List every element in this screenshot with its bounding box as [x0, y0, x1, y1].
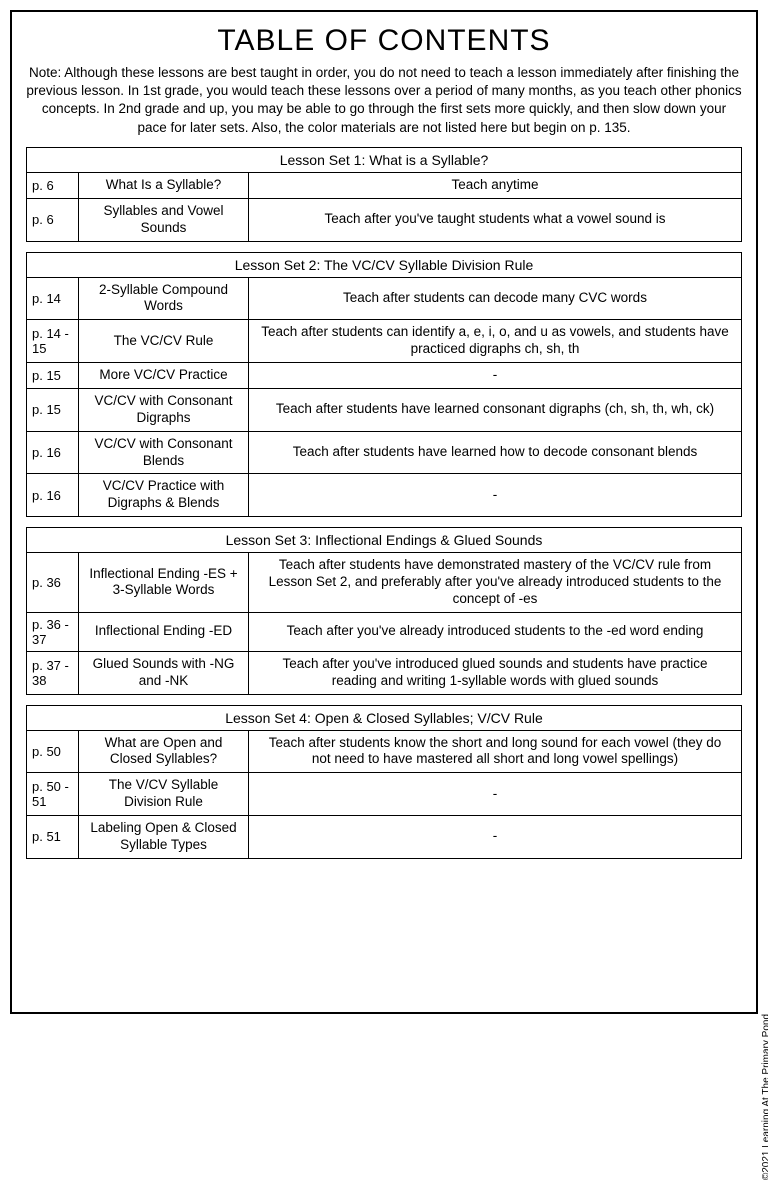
table-row: p. 16VC/CV with Consonant BlendsTeach af… — [27, 431, 741, 474]
topic-cell: 2-Syllable Compound Words — [79, 278, 249, 320]
lesson-set: Lesson Set 3: Inflectional Endings & Glu… — [26, 527, 742, 694]
intro-note: Note: Although these lessons are best ta… — [26, 64, 742, 137]
table-row: p. 51Labeling Open & Closed Syllable Typ… — [27, 815, 741, 858]
page-cell: p. 36 — [27, 553, 79, 612]
lesson-set-header: Lesson Set 3: Inflectional Endings & Glu… — [27, 528, 741, 553]
page-cell: p. 16 — [27, 432, 79, 474]
page-cell: p. 6 — [27, 173, 79, 198]
table-row: p. 16VC/CV Practice with Digraphs & Blen… — [27, 473, 741, 516]
topic-cell: Glued Sounds with -NG and -NK — [79, 652, 249, 694]
table-row: p. 37 - 38Glued Sounds with -NG and -NKT… — [27, 651, 741, 694]
page-cell: p. 6 — [27, 199, 79, 241]
when-cell: - — [249, 773, 741, 815]
table-row: p. 15VC/CV with Consonant DigraphsTeach … — [27, 388, 741, 431]
page-cell: p. 15 — [27, 363, 79, 388]
page-cell: p. 50 — [27, 731, 79, 773]
lesson-set-header: Lesson Set 4: Open & Closed Syllables; V… — [27, 706, 741, 731]
page-cell: p. 37 - 38 — [27, 652, 79, 694]
when-cell: - — [249, 816, 741, 858]
table-row: p. 36Inflectional Ending -ES + 3-Syllabl… — [27, 553, 741, 612]
page-frame: TABLE OF CONTENTS Note: Although these l… — [10, 10, 758, 1014]
when-cell: Teach after you've taught students what … — [249, 199, 741, 241]
table-row: p. 15More VC/CV Practice- — [27, 362, 741, 388]
topic-cell: The VC/CV Rule — [79, 320, 249, 362]
when-cell: Teach after you've introduced glued soun… — [249, 652, 741, 694]
lesson-set: Lesson Set 1: What is a Syllable?p. 6Wha… — [26, 147, 742, 242]
when-cell: Teach after you've already introduced st… — [249, 613, 741, 651]
topic-cell: Inflectional Ending -ES + 3-Syllable Wor… — [79, 553, 249, 612]
when-cell: Teach after students can identify a, e, … — [249, 320, 741, 362]
topic-cell: Syllables and Vowel Sounds — [79, 199, 249, 241]
page-cell: p. 15 — [27, 389, 79, 431]
copyright-text: ©2021 Learning At The Primary Pond — [761, 1014, 768, 1180]
table-row: p. 50What are Open and Closed Syllables?… — [27, 731, 741, 773]
when-cell: - — [249, 474, 741, 516]
topic-cell: Labeling Open & Closed Syllable Types — [79, 816, 249, 858]
when-cell: Teach after students know the short and … — [249, 731, 741, 773]
topic-cell: Inflectional Ending -ED — [79, 613, 249, 651]
table-row: p. 36 - 37Inflectional Ending -EDTeach a… — [27, 612, 741, 651]
topic-cell: What are Open and Closed Syllables? — [79, 731, 249, 773]
when-cell: Teach after students can decode many CVC… — [249, 278, 741, 320]
page-cell: p. 51 — [27, 816, 79, 858]
topic-cell: VC/CV with Consonant Blends — [79, 432, 249, 474]
lesson-set: Lesson Set 2: The VC/CV Syllable Divisio… — [26, 252, 742, 518]
topic-cell: The V/CV Syllable Division Rule — [79, 773, 249, 815]
topic-cell: VC/CV Practice with Digraphs & Blends — [79, 474, 249, 516]
page-cell: p. 16 — [27, 474, 79, 516]
lesson-sets-container: Lesson Set 1: What is a Syllable?p. 6Wha… — [26, 147, 742, 859]
when-cell: Teach after students have learned how to… — [249, 432, 741, 474]
when-cell: - — [249, 363, 741, 388]
page-title: TABLE OF CONTENTS — [26, 24, 742, 58]
page-cell: p. 14 - 15 — [27, 320, 79, 362]
when-cell: Teach anytime — [249, 173, 741, 198]
table-row: p. 50 - 51The V/CV Syllable Division Rul… — [27, 772, 741, 815]
topic-cell: What Is a Syllable? — [79, 173, 249, 198]
when-cell: Teach after students have learned conson… — [249, 389, 741, 431]
when-cell: Teach after students have demonstrated m… — [249, 553, 741, 612]
table-row: p. 14 - 15The VC/CV RuleTeach after stud… — [27, 319, 741, 362]
lesson-set-header: Lesson Set 2: The VC/CV Syllable Divisio… — [27, 253, 741, 278]
lesson-set: Lesson Set 4: Open & Closed Syllables; V… — [26, 705, 742, 859]
topic-cell: More VC/CV Practice — [79, 363, 249, 388]
topic-cell: VC/CV with Consonant Digraphs — [79, 389, 249, 431]
page-cell: p. 50 - 51 — [27, 773, 79, 815]
page-cell: p. 36 - 37 — [27, 613, 79, 651]
table-row: p. 6Syllables and Vowel SoundsTeach afte… — [27, 198, 741, 241]
page-cell: p. 14 — [27, 278, 79, 320]
table-row: p. 142-Syllable Compound WordsTeach afte… — [27, 278, 741, 320]
lesson-set-header: Lesson Set 1: What is a Syllable? — [27, 148, 741, 173]
table-row: p. 6What Is a Syllable?Teach anytime — [27, 173, 741, 198]
